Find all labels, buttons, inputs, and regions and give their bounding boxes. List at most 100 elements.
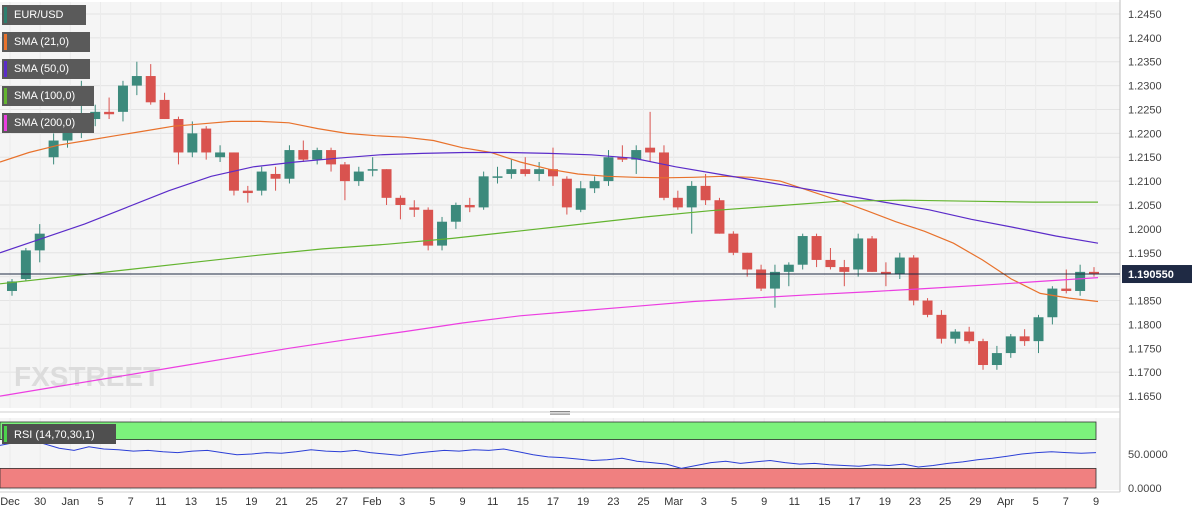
legend-swatch xyxy=(4,61,7,77)
y-tick-label: 1.2250 xyxy=(1128,104,1162,116)
candle-body xyxy=(423,209,434,246)
y-tick-label: 1.1800 xyxy=(1128,319,1162,331)
candle-body xyxy=(742,252,753,270)
x-tick-label: 15 xyxy=(215,496,227,508)
candle-body xyxy=(478,176,489,208)
candle-body xyxy=(894,257,905,275)
x-tick-label: 9 xyxy=(1093,496,1099,508)
candle-body xyxy=(811,236,822,260)
x-tick-label: 5 xyxy=(429,496,435,508)
candle-body xyxy=(159,99,170,120)
legend-swatch xyxy=(4,34,7,50)
candle-body xyxy=(1005,336,1016,354)
x-tick-label: 5 xyxy=(97,496,103,508)
candle-body xyxy=(270,173,281,179)
y-tick-label: 1.2100 xyxy=(1128,176,1162,188)
legend-item-sma[interactable]: SMA (50,0) xyxy=(2,59,90,79)
candle-body xyxy=(1047,288,1058,318)
x-tick-label: 15 xyxy=(818,496,830,508)
legend-item-sma[interactable]: SMA (200,0) xyxy=(2,113,94,133)
candle-body xyxy=(867,238,878,272)
y-tick-label: 1.1650 xyxy=(1128,391,1162,403)
x-tick-label: 27 xyxy=(336,496,348,508)
candle-body xyxy=(978,341,989,366)
candle-body xyxy=(964,331,975,342)
legend-label: SMA (50,0) xyxy=(14,63,70,75)
candle-body xyxy=(90,111,101,120)
x-tick-label: Dec xyxy=(0,496,20,508)
y-tick-label: 1.1850 xyxy=(1128,296,1162,308)
candle-body xyxy=(561,178,572,208)
candle-body xyxy=(783,264,794,272)
x-tick-label: 11 xyxy=(487,496,498,508)
x-tick-label: 25 xyxy=(939,496,951,508)
candle-body xyxy=(756,269,767,289)
candle-body xyxy=(48,140,59,158)
legend-item-sma[interactable]: SMA (21,0) xyxy=(2,32,90,52)
rsi-tick-label: 50.0000 xyxy=(1128,449,1168,461)
candle-body xyxy=(1061,288,1072,291)
candle-body xyxy=(658,152,669,198)
y-tick-label: 1.2200 xyxy=(1128,128,1162,140)
candle-body xyxy=(7,281,17,291)
x-tick-label: 11 xyxy=(789,496,800,508)
x-tick-label: 3 xyxy=(399,496,405,508)
legend-label: EUR/USD xyxy=(14,9,64,21)
sma-line-500 xyxy=(0,151,1099,254)
legend-label: SMA (21,0) xyxy=(14,36,70,48)
candle-body xyxy=(520,169,531,174)
candle-body xyxy=(326,150,337,165)
x-tick-label: 23 xyxy=(909,496,921,508)
x-tick-label: 7 xyxy=(128,496,134,508)
candle-body xyxy=(215,152,226,158)
x-tick-label: Feb xyxy=(363,496,382,508)
pane-resize-handle xyxy=(550,413,570,415)
candle-body xyxy=(187,133,198,153)
last-price-badge xyxy=(1122,265,1192,284)
candle-body xyxy=(1033,317,1044,342)
y-tick-label: 1.2400 xyxy=(1128,33,1162,45)
candle-body xyxy=(1075,271,1086,291)
x-tick-label: 29 xyxy=(969,496,981,508)
candle-body xyxy=(797,236,808,265)
pane-resize-handle xyxy=(550,411,570,413)
rsi-label-box xyxy=(2,424,116,444)
x-tick-label: 3 xyxy=(701,496,707,508)
candle-body xyxy=(1019,336,1030,342)
x-tick-label: 13 xyxy=(185,496,197,508)
candle-body xyxy=(20,250,31,280)
candle-body xyxy=(312,150,323,160)
legend-swatch xyxy=(4,88,7,104)
candle-body xyxy=(298,150,309,160)
y-tick-label: 1.2000 xyxy=(1128,224,1162,236)
candle-body xyxy=(728,233,739,253)
candle-body xyxy=(645,147,656,153)
candle-body xyxy=(506,169,517,174)
candle-body xyxy=(700,185,711,201)
candle-body xyxy=(575,188,586,210)
legend-label: SMA (100,0) xyxy=(14,90,76,102)
candle-body xyxy=(367,169,378,171)
candle-body xyxy=(201,128,212,153)
candle-body xyxy=(34,233,45,251)
y-tick-label: 1.1700 xyxy=(1128,367,1162,379)
candle-body xyxy=(492,176,503,178)
legend-label: SMA (200,0) xyxy=(14,117,76,129)
candle-body xyxy=(686,185,697,208)
x-tick-label: 15 xyxy=(517,496,529,508)
candle-body xyxy=(714,200,725,234)
candle-body xyxy=(589,181,600,189)
rsi-overbought-zone xyxy=(0,421,1097,441)
y-tick-label: 1.2150 xyxy=(1128,152,1162,164)
candle-body xyxy=(672,197,683,208)
candle-body xyxy=(409,207,420,210)
candle-body xyxy=(991,353,1002,366)
x-tick-label: 17 xyxy=(849,496,861,508)
x-tick-label: 5 xyxy=(731,496,737,508)
candle-body xyxy=(769,271,780,289)
x-tick-label: 25 xyxy=(637,496,649,508)
legend-item-sma[interactable]: SMA (100,0) xyxy=(2,86,94,106)
x-tick-label: 25 xyxy=(306,496,318,508)
legend-item-symbol[interactable]: EUR/USD xyxy=(2,5,86,25)
